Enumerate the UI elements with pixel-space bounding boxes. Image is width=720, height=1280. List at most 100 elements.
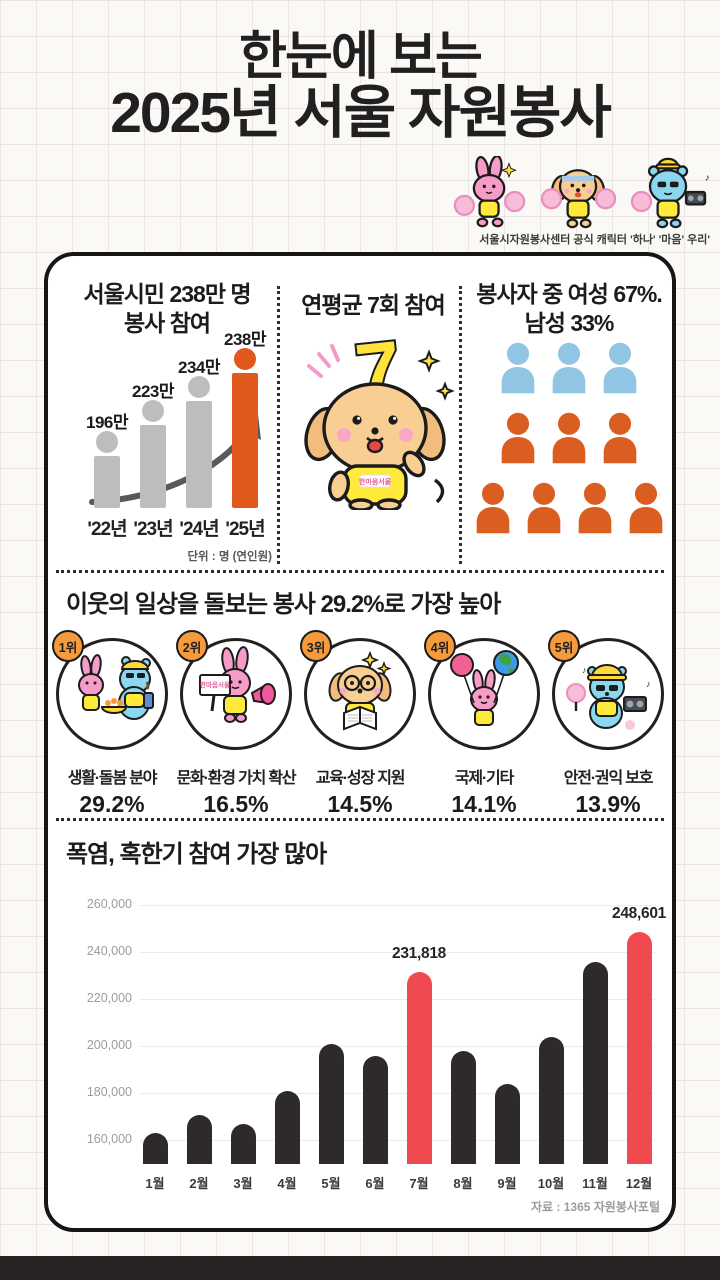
category-ranking-row: 1위 xyxy=(50,630,670,818)
category-section-title: 이웃의 일상을 돌보는 봉사 29.2%로 가장 높아 xyxy=(66,591,501,618)
x-axis-label: 9월 xyxy=(497,1176,517,1191)
category-item-3: 3위 xyxy=(298,630,422,818)
category-label: 문화·환경 가치 확산 xyxy=(176,770,297,787)
participation-bar xyxy=(94,456,120,508)
participation-bar-category: '23년 xyxy=(133,519,173,540)
divider-horizontal-2 xyxy=(56,818,664,821)
gender-row xyxy=(498,412,640,469)
category-label: 생활·돌봄 분야 xyxy=(67,770,158,787)
page-title-line2: 2025년 서울 자원봉사 xyxy=(110,81,612,146)
monthly-bar xyxy=(406,971,432,1164)
x-axis-label: 1월 xyxy=(145,1176,165,1191)
participation-bar-value: 234만 xyxy=(177,358,221,377)
person-icon-male xyxy=(549,342,589,399)
monthly-section-title: 폭염, 혹한기 참여 가장 많아 xyxy=(66,841,327,868)
category-item-2: 2위 한마음서울 xyxy=(174,630,298,818)
participation-bar-head xyxy=(142,400,164,422)
bar-data-label: 231,818 xyxy=(392,944,446,962)
monthly-bar xyxy=(494,1084,520,1164)
music-note-icon: ♪ xyxy=(705,173,710,184)
gender-title-line1: 봉사자 중 여성 67%. xyxy=(476,281,663,307)
category-label: 교육·성장 지원 xyxy=(315,770,406,787)
participation-bar xyxy=(186,401,212,508)
gridline xyxy=(140,952,655,953)
bar-data-label: 248,601 xyxy=(612,905,666,923)
vest-logo-text: 한마음서울 xyxy=(359,477,392,486)
monthly-bar xyxy=(318,1044,344,1164)
rabbit-sign-megaphone-icon: 한마음서울 xyxy=(199,646,276,723)
x-axis-label: 2월 xyxy=(189,1176,209,1191)
gridline xyxy=(140,1046,655,1047)
rabbit-balloon-earth-icon xyxy=(450,650,519,726)
participation-bar-value: 238만 xyxy=(223,330,267,349)
divider-vertical-2 xyxy=(459,286,462,564)
person-icon-female xyxy=(549,412,589,469)
music-note-icon: ♪ xyxy=(582,665,587,675)
monthly-bar xyxy=(142,1133,168,1164)
rabbit-bear-food-icon xyxy=(78,654,154,720)
sign-logo-text: 한마음서울 xyxy=(200,680,230,689)
person-icon-female xyxy=(626,482,666,539)
person-icon-male xyxy=(498,342,538,399)
mascot-dog-icon xyxy=(540,169,617,229)
rank-badge: 1위 xyxy=(52,630,84,662)
person-icon-male xyxy=(600,342,640,399)
dog-seven-icon: 7 한마음서울 xyxy=(304,322,455,512)
x-axis-label: 7월 xyxy=(409,1176,429,1191)
gridline xyxy=(140,999,655,1000)
y-axis-tick: 180,000 xyxy=(86,1085,132,1099)
participation-bar xyxy=(140,425,166,508)
mascot-rabbit-icon xyxy=(453,156,526,228)
y-axis-tick: 160,000 xyxy=(86,1132,132,1146)
dog-reading-book-icon xyxy=(328,650,392,731)
x-axis-label: 8월 xyxy=(453,1176,473,1191)
rank-badge: 4위 xyxy=(424,630,456,662)
person-icon-female xyxy=(473,482,513,539)
gender-row xyxy=(498,342,640,399)
monthly-bar xyxy=(362,1055,388,1164)
x-axis-label: 4월 xyxy=(277,1176,297,1191)
participation-bar-category: '25년 xyxy=(225,519,265,540)
participation-bar-head xyxy=(96,431,118,453)
frequency-title: 연평균 7회 참여 xyxy=(301,292,446,318)
gender-row xyxy=(473,482,666,539)
x-axis-label: 5월 xyxy=(321,1176,341,1191)
x-axis-label: 11월 xyxy=(582,1176,608,1191)
unit-note: 단위 : 명 (연인원) xyxy=(187,551,272,563)
monthly-bar xyxy=(582,961,608,1164)
participation-title: 서울시민 238만 명 봉사 참여 xyxy=(58,280,276,338)
participation-bar-category: '24년 xyxy=(179,519,219,540)
gridline xyxy=(140,1093,655,1094)
frequency-dog-illustration: 7 한마음서울 xyxy=(287,318,463,512)
x-axis-label: 10월 xyxy=(537,1176,565,1191)
category-value: 16.5% xyxy=(203,791,269,817)
participation-bar-head xyxy=(234,348,256,370)
person-icon-female xyxy=(600,412,640,469)
monthly-bar xyxy=(626,932,652,1164)
divider-horizontal-1 xyxy=(56,570,664,573)
category-label: 국제·기타 xyxy=(454,770,514,787)
mascot-bear-icon: ♪ xyxy=(630,157,710,229)
monthly-bar xyxy=(450,1051,476,1164)
y-axis-tick: 260,000 xyxy=(86,897,132,911)
gridline xyxy=(140,905,655,906)
participation-bar-chart: 196만 '22년 223만 '23년 234만 '24년 238만 '25년 xyxy=(58,256,276,556)
monthly-bar xyxy=(274,1091,300,1164)
infographic-card: 서울시민 238만 명 봉사 참여 196만 '22년 223만 '23년 234만 '2… xyxy=(44,252,676,1232)
participation-bar-category: '22년 xyxy=(87,519,127,540)
gender-title-line2: 남성 33% xyxy=(524,309,615,336)
x-axis-label: 12월 xyxy=(625,1176,653,1191)
rank-badge: 5위 xyxy=(548,630,580,662)
music-note-icon: ♪ xyxy=(646,679,651,689)
divider-vertical-1 xyxy=(277,286,280,564)
category-label: 안전·권익 보호 xyxy=(563,770,654,787)
gridline xyxy=(140,1140,655,1141)
header-mascots: ♪ xyxy=(448,156,712,230)
participation-bar-head xyxy=(188,376,210,398)
footer-strip xyxy=(0,1256,720,1280)
source-note: 자료 : 1365 자원봉사포털 xyxy=(530,1200,660,1214)
y-axis-tick: 200,000 xyxy=(86,1038,132,1052)
participation-bar xyxy=(232,373,258,508)
category-item-1: 1위 xyxy=(50,630,174,818)
participation-title-line2: 봉사 참여 xyxy=(123,309,211,336)
